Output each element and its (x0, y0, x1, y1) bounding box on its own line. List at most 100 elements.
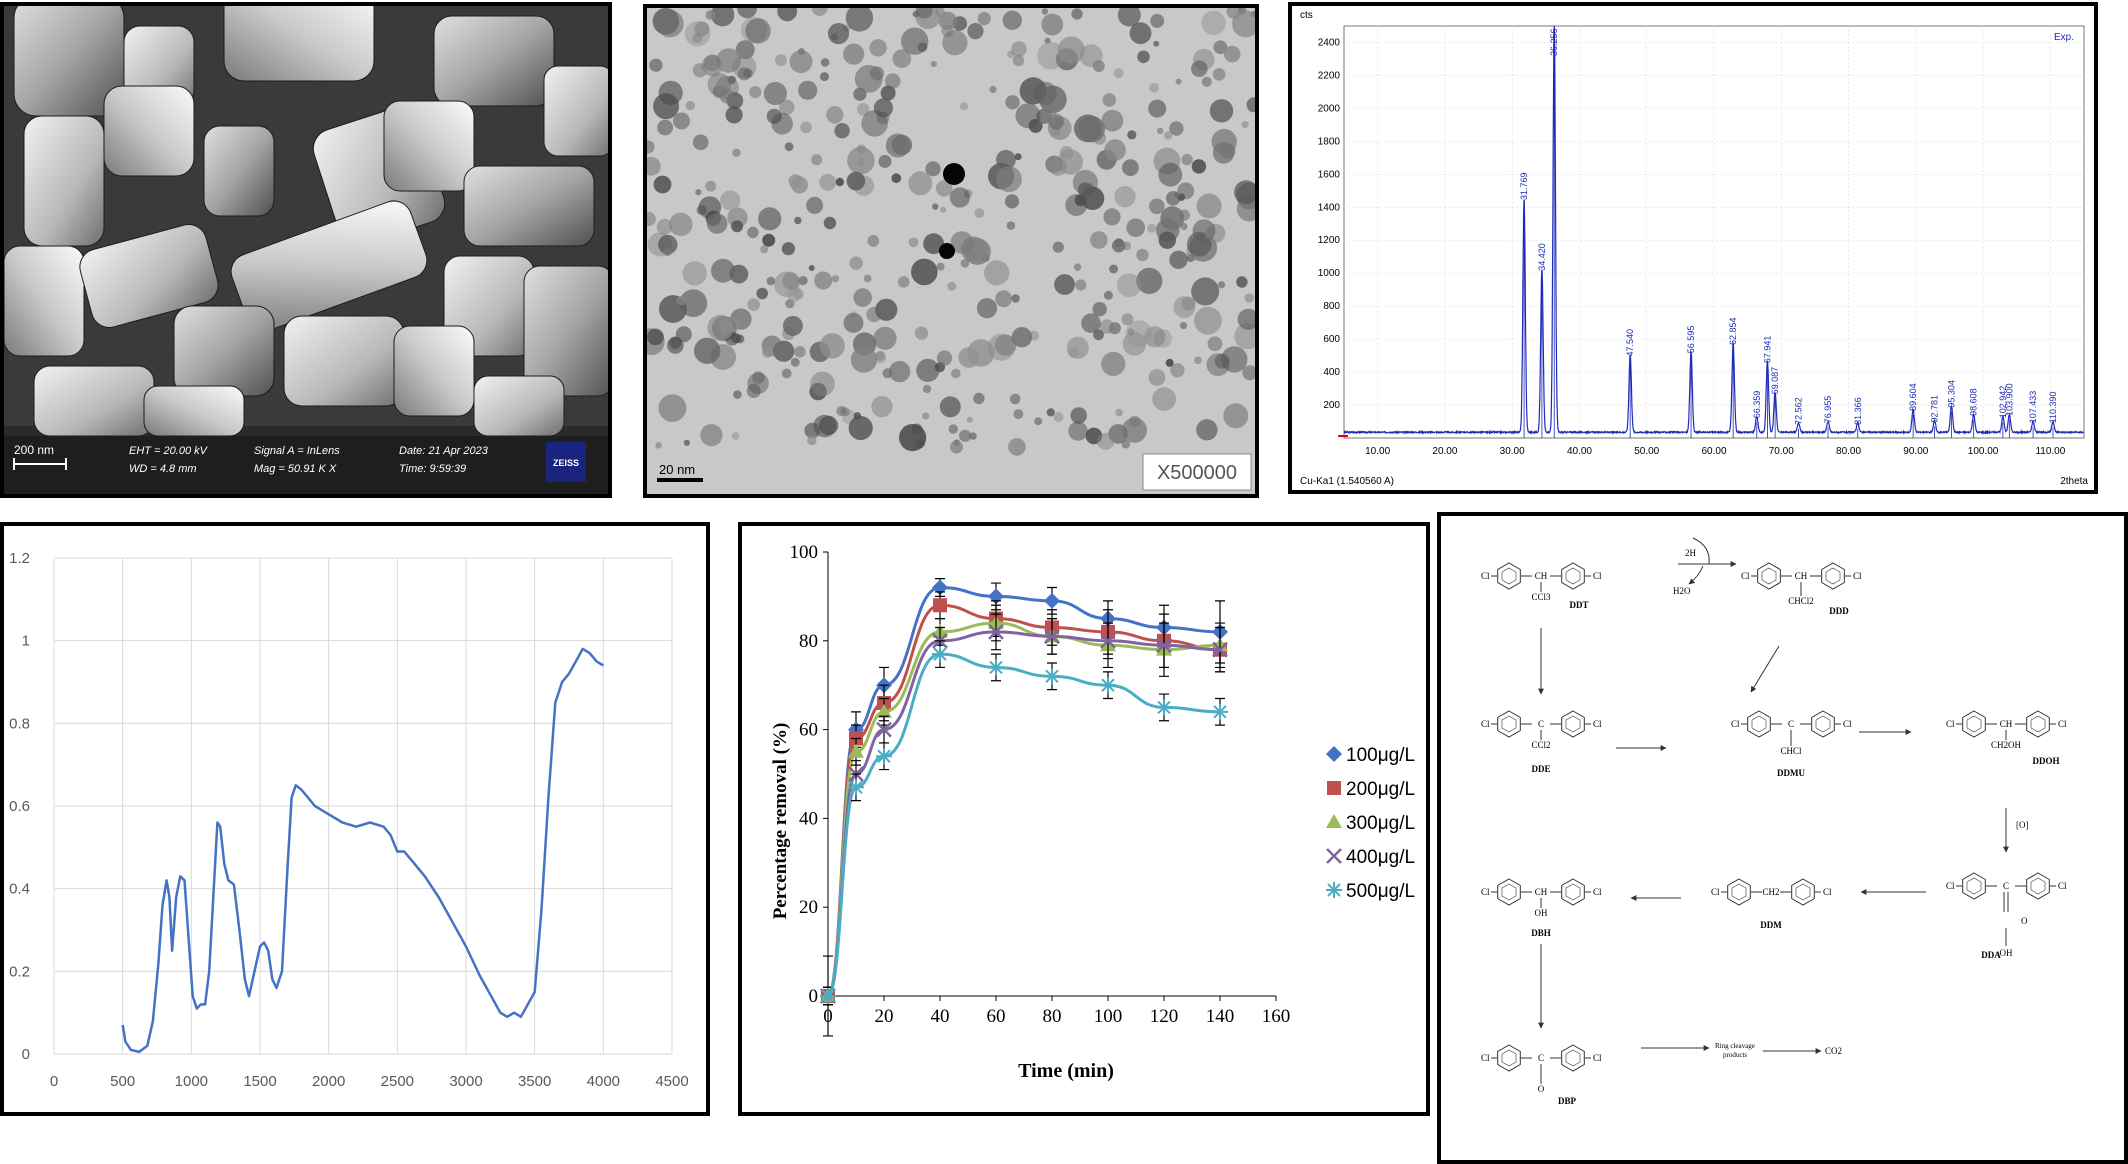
removal-point (988, 588, 1004, 605)
tem-particle (1126, 218, 1145, 237)
tem-particle (649, 58, 663, 72)
tem-particle (1052, 241, 1064, 253)
tem-magnification: X500000 (1157, 462, 1237, 484)
ftir-y-tick-label: 0.8 (9, 715, 30, 732)
ftir-x-tick-label: 2500 (381, 1073, 414, 1090)
removal-legend-label: 500μg/L (1346, 881, 1415, 902)
tem-particle (973, 392, 985, 405)
sem-panel: 200 nm EHT = 20.00 kV WD = 4.8 mm Signal… (0, 2, 612, 498)
pathway-atom-label: CH (1795, 571, 1808, 581)
sem-eht: EHT = 20.00 kV (129, 445, 209, 457)
tem-particle (1041, 13, 1064, 36)
tem-particle (938, 11, 957, 31)
tem-particle (696, 205, 707, 216)
pathway-atom-label: Cl (1946, 881, 1955, 891)
xrd-x-tick-label: 10.00 (1365, 446, 1390, 457)
tem-particle (746, 383, 761, 398)
tem-particle (705, 10, 716, 20)
pathway-ring (1962, 872, 1986, 900)
tem-particle (948, 424, 958, 434)
tem-particle (781, 368, 792, 379)
pathway-reagent: [O] (2016, 820, 2029, 830)
xrd-peak-label: 34.420 (1537, 243, 1547, 271)
pathway-atom-label: O (2021, 916, 2028, 926)
tem-particle (1036, 108, 1052, 124)
tem-particle (878, 154, 892, 168)
xrd-x-tick-label: 20.00 (1432, 446, 1457, 457)
pathway-atom-label: O (1538, 1084, 1545, 1094)
tem-particle (950, 231, 974, 254)
pathway-product: products (1723, 1051, 1747, 1059)
tem-particle (647, 140, 655, 154)
tem-particle (939, 396, 961, 418)
tem-particle (814, 271, 833, 290)
tem-particle (790, 357, 800, 367)
xrd-peak-label: 102.942 (1998, 386, 2008, 419)
removal-series (820, 604, 1228, 1006)
tem-particle (925, 161, 941, 177)
tem-particle (737, 67, 751, 81)
tem-particle (766, 276, 776, 286)
removal-y-tick-label: 40 (799, 808, 818, 829)
xrd-peak-label: 56.595 (1686, 326, 1696, 354)
tem-particle (942, 29, 968, 56)
removal-point (1100, 632, 1116, 649)
pathway-compound-name: DDOH (2033, 756, 2060, 766)
removal-point (1326, 848, 1342, 864)
tem-particle (1090, 231, 1108, 249)
pathway-ring (2026, 710, 2050, 738)
ftir-x-tick-label: 2000 (312, 1073, 345, 1090)
removal-point (1044, 668, 1060, 685)
removal-point (848, 779, 864, 796)
xrd-x-tick-label: 30.00 (1500, 446, 1525, 457)
tem-particle (1048, 157, 1068, 176)
tem-particle (1074, 114, 1102, 143)
pathway-atom-label: Cl (1593, 887, 1602, 897)
tem-particle (1204, 232, 1211, 239)
tem-particle (1092, 302, 1107, 317)
tem-particle (707, 72, 732, 97)
pathway-ring (1497, 710, 1521, 738)
tem-particle (669, 212, 693, 237)
tem-particle (936, 350, 953, 366)
tem-particle (1149, 198, 1165, 215)
pathway-atom-label: CH (2000, 719, 2013, 729)
xrd-peak-label: 107.433 (2028, 391, 2038, 424)
tem-particle (1180, 222, 1188, 231)
pathway-atom-label: Cl (1481, 571, 1490, 581)
tem-particle (1011, 327, 1033, 348)
removal-point (876, 703, 892, 718)
removal-series (820, 640, 1228, 1037)
xrd-y-tick-label: 1000 (1318, 268, 1341, 279)
sem-scale-bar-label: 200 nm (14, 443, 54, 457)
tem-particle (771, 112, 793, 135)
tem-particle (788, 174, 803, 189)
pathway-molecule: Cl C Cl O DBP (1481, 1044, 1602, 1106)
tem-particle (853, 288, 872, 307)
tem-particle (1101, 109, 1124, 132)
removal-x-tick-label: 20 (875, 1006, 894, 1027)
pathway-ring (1497, 562, 1521, 590)
pathway-atom-label: OH (2000, 948, 2013, 958)
tem-particle (1179, 322, 1188, 330)
removal-legend-item: 200μg/L (1327, 779, 1415, 800)
tem-particle (725, 106, 743, 124)
pathway-molecule: Cl C Cl CCl2 DDE (1481, 710, 1602, 774)
tem-particle (1014, 153, 1022, 161)
tem-particle (656, 218, 673, 235)
xrd-peak-label: 72.562 (1794, 397, 1804, 425)
tem-particle (1213, 40, 1228, 55)
tem-particle (1236, 276, 1248, 288)
tem-particle (989, 85, 997, 94)
removal-y-tick-label: 60 (799, 720, 818, 741)
xrd-y-tick-label: 200 (1323, 400, 1340, 411)
xrd-peak-label: 98.608 (1969, 388, 1979, 416)
tem-particle (1081, 313, 1101, 334)
pathway-atom-label: CHCl (1780, 746, 1802, 756)
tem-particle (732, 148, 741, 157)
tem-particle (1160, 206, 1185, 231)
tem-particle (867, 235, 880, 247)
tem-particle (1079, 44, 1103, 68)
xrd-x-tick-label: 110.00 (2035, 446, 2065, 457)
